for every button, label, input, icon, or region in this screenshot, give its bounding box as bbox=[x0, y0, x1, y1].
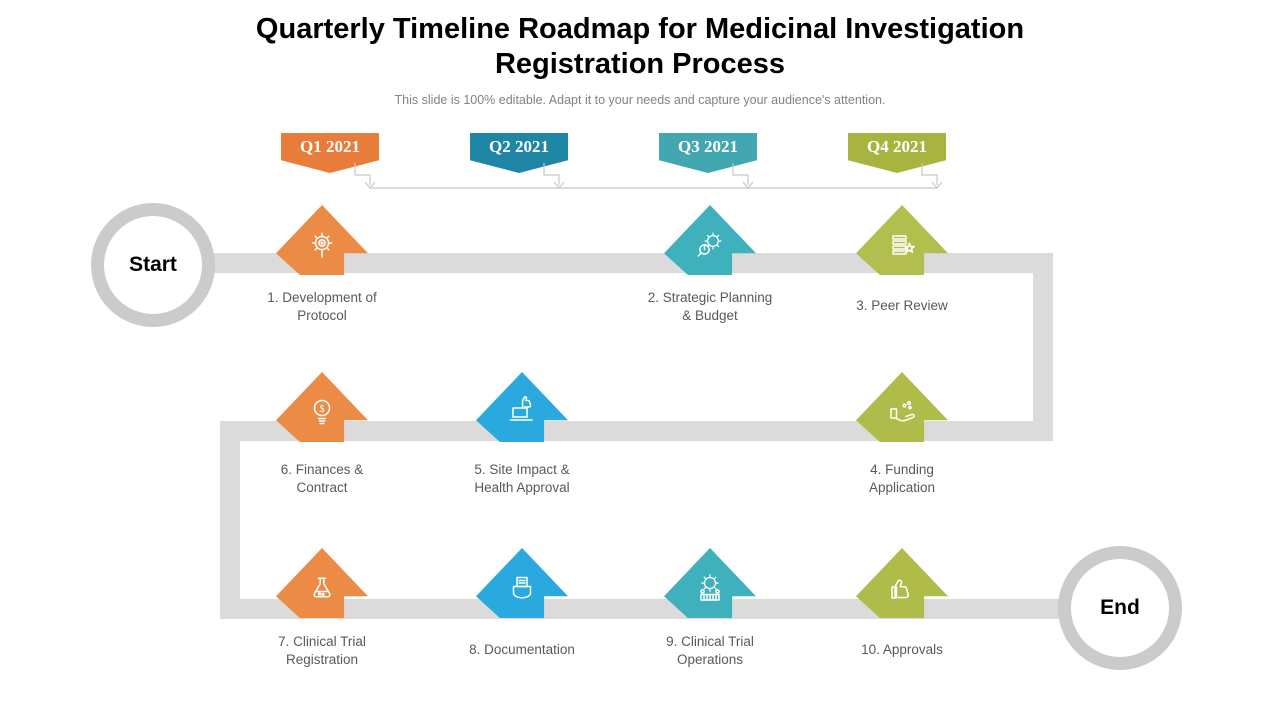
milestone-arrow-2 bbox=[664, 205, 756, 275]
roadmap-path-row1 bbox=[153, 253, 1053, 273]
gear-magnifier-icon bbox=[697, 232, 722, 257]
milestone-label-6: 6. Finances & Contract bbox=[280, 462, 364, 495]
laptop-thumbsup-icon bbox=[509, 396, 533, 421]
milestone-label-2: 2. Strategic Planning & Budget bbox=[647, 290, 773, 323]
milestone-label-8: 8. Documentation bbox=[469, 642, 575, 657]
svg-text:$: $ bbox=[320, 404, 325, 415]
milestone-arrow-4 bbox=[856, 372, 948, 442]
milestone-arrow-5 bbox=[476, 372, 568, 442]
timeline-connector-lines bbox=[354, 163, 943, 189]
gear-eye-icon bbox=[311, 232, 333, 258]
gear-factory-icon bbox=[700, 574, 720, 601]
roadmap-path-left-turn bbox=[220, 421, 240, 619]
milestone-label-9: 9. Clinical Trial Operations bbox=[666, 634, 754, 667]
document-box-icon bbox=[512, 576, 532, 599]
page-title: Quarterly Timeline Roadmap for Medicinal… bbox=[255, 13, 1025, 80]
flask-icon bbox=[313, 577, 331, 598]
thumbs-up-icon bbox=[891, 579, 910, 599]
milestone-label-5: 5. Site Impact & Health Approval bbox=[474, 462, 570, 495]
milestone-label-4: 4. Funding Application bbox=[868, 462, 936, 495]
milestone-arrow-1 bbox=[276, 205, 368, 275]
roadmap-path-row2 bbox=[220, 421, 1053, 441]
roadmap-path-right-turn bbox=[1033, 253, 1053, 441]
milestone-arrow-3 bbox=[856, 205, 948, 275]
milestone-label-1: 1. Development of Protocol bbox=[267, 290, 377, 323]
start-terminal: Start bbox=[91, 203, 215, 327]
bulb-dollar-icon: $ bbox=[313, 399, 331, 425]
milestone-label-3: 3. Peer Review bbox=[856, 298, 948, 313]
milestone-arrow-7 bbox=[276, 548, 368, 618]
end-terminal: End bbox=[1058, 546, 1182, 670]
milestone-arrow-10 bbox=[856, 548, 948, 618]
milestone-label-7: 7. Clinical Trial Registration bbox=[278, 634, 366, 667]
hand-coins-icon bbox=[890, 400, 915, 422]
milestone-arrow-6: $ bbox=[276, 372, 368, 442]
milestone-arrow-8 bbox=[476, 548, 568, 618]
list-star-icon bbox=[892, 235, 916, 255]
milestone-arrow-9 bbox=[664, 548, 756, 618]
page-subtitle: This slide is 100% editable. Adapt it to… bbox=[394, 93, 886, 107]
milestone-label-10: 10. Approvals bbox=[861, 642, 943, 657]
